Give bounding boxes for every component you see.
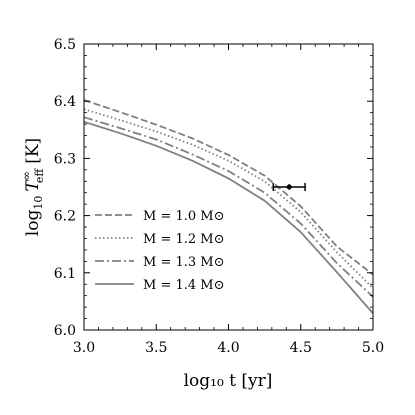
y-axis-label-unit: [K]: [23, 138, 43, 164]
x-tick-label: 4.0: [217, 340, 239, 356]
legend-label-2: M = 1.2 M⊙: [143, 232, 224, 247]
legend: M = 1.0 M⊙ M = 1.2 M⊙ M = 1.3 M⊙ M = 1.4 M⊙: [95, 209, 224, 293]
x-tick-label: 3.0: [73, 340, 95, 356]
y-axis-label-base-sub: 10: [32, 196, 45, 210]
ticks-layer: 3.0 3.5 4.0 4.5 5.0 6.0 6.1 6.2 6.3 6.4 6.5: [54, 37, 384, 356]
y-axis-label: log10 T∞eff [K]: [20, 138, 46, 236]
y-tick-label: 6.4: [54, 94, 76, 110]
y-tick-label: 6.5: [54, 37, 76, 53]
x-tick-label: 3.5: [145, 340, 167, 356]
y-axis-label-base: log: [23, 210, 43, 237]
y-axis-label-var-sub: eff: [33, 168, 46, 184]
legend-label-4: M = 1.4 M⊙: [143, 278, 224, 293]
y-axis-label-var: T: [23, 179, 43, 192]
y-tick-label: 6.3: [54, 151, 76, 167]
legend-label-3: M = 1.3 M⊙: [143, 255, 224, 270]
y-tick-label: 6.0: [54, 323, 76, 339]
y-axis-label-var-sup: ∞: [20, 171, 33, 180]
series-line-3: [83, 116, 374, 298]
data-point-layer: [272, 183, 306, 191]
series-line-1: [83, 99, 374, 276]
y-tick-label: 6.1: [54, 266, 76, 282]
curves-layer: [83, 99, 374, 314]
series-line-4: [83, 120, 374, 314]
legend-label-1: M = 1.0 M⊙: [143, 209, 224, 224]
x-tick-label: 5.0: [362, 340, 384, 356]
x-tick-label: 4.5: [290, 340, 312, 356]
data-point-marker: [286, 184, 292, 190]
x-axis-label: log₁₀ t [yr]: [184, 371, 273, 391]
plot-frame: [83, 43, 374, 331]
y-tick-label: 6.2: [54, 209, 76, 225]
